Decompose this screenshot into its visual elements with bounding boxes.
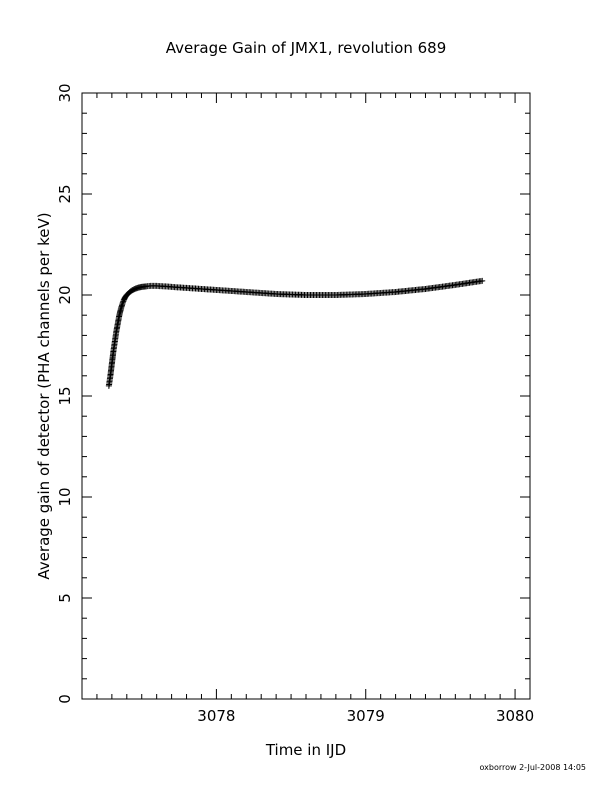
y-tick-labels: 0 5 10 15 20 25 30	[56, 83, 74, 703]
y-tick-label: 25	[56, 184, 74, 203]
chart-title: Average Gain of JMX1, revolution 689	[166, 39, 447, 57]
y-tick-label: 20	[56, 285, 74, 304]
footer-stamp: oxborrow 2-Jul-2008 14:05	[479, 763, 586, 772]
tick-marks	[81, 92, 531, 700]
x-tick-labels: 3078 3079 3080	[197, 707, 534, 725]
x-axis-label: Time in IJD	[265, 741, 346, 759]
y-tick-label: 0	[56, 694, 74, 704]
y-axis-label: Average gain of detector (PHA channels p…	[35, 212, 53, 579]
plot-frame	[81, 92, 531, 700]
y-tick-label: 30	[56, 83, 74, 102]
x-tick-label: 3079	[347, 707, 385, 725]
y-tick-label: 5	[56, 593, 74, 603]
y-tick-label: 15	[56, 386, 74, 405]
x-tick-label: 3080	[496, 707, 534, 725]
data-point	[479, 277, 486, 284]
x-tick-label: 3078	[197, 707, 235, 725]
data-points	[105, 277, 486, 389]
y-tick-label: 10	[56, 487, 74, 506]
